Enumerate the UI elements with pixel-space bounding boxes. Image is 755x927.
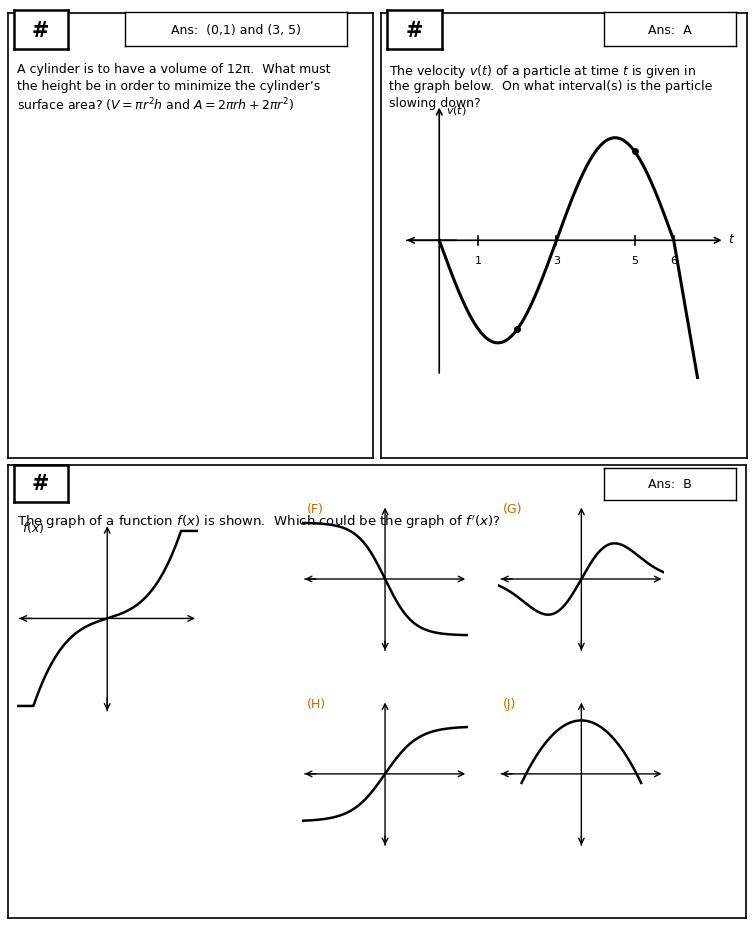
Text: 6: 6 [670,256,677,266]
Text: 1: 1 [475,256,482,266]
Text: surface area? ($V = \pi r^2 h$ and $A = 2\pi rh + 2\pi r^2$): surface area? ($V = \pi r^2 h$ and $A = … [17,96,294,114]
Text: the graph below.  On what interval(s) is the particle: the graph below. On what interval(s) is … [389,80,712,93]
Text: $f(x)$: $f(x)$ [22,519,45,534]
Text: #: # [32,20,50,41]
Text: (H): (H) [307,697,326,710]
Text: #: # [32,474,50,494]
Text: #: # [405,20,424,41]
Text: the height be in order to minimize the cylinder’s: the height be in order to minimize the c… [17,80,320,93]
Text: Ans:  (0,1) and (3, 5): Ans: (0,1) and (3, 5) [171,23,301,37]
Text: Ans:  B: Ans: B [649,477,692,491]
Text: (G): (G) [504,502,522,515]
Text: A cylinder is to have a volume of 12π.  What must: A cylinder is to have a volume of 12π. W… [17,63,330,76]
Text: The velocity $v(t)$ of a particle at time $t$ is given in: The velocity $v(t)$ of a particle at tim… [389,63,696,80]
Text: 3: 3 [553,256,560,266]
Text: slowing down?: slowing down? [389,96,480,109]
Text: 5: 5 [631,256,638,266]
Text: (F): (F) [307,502,324,515]
Text: $v(t)$: $v(t)$ [446,104,467,117]
Text: (J): (J) [504,697,516,710]
Text: $t$: $t$ [728,233,735,246]
Text: Ans:  A: Ans: A [649,23,692,37]
Text: The graph of a function $f(x)$ is shown.  Which could be the graph of $f'(x)$?: The graph of a function $f(x)$ is shown.… [17,513,500,530]
